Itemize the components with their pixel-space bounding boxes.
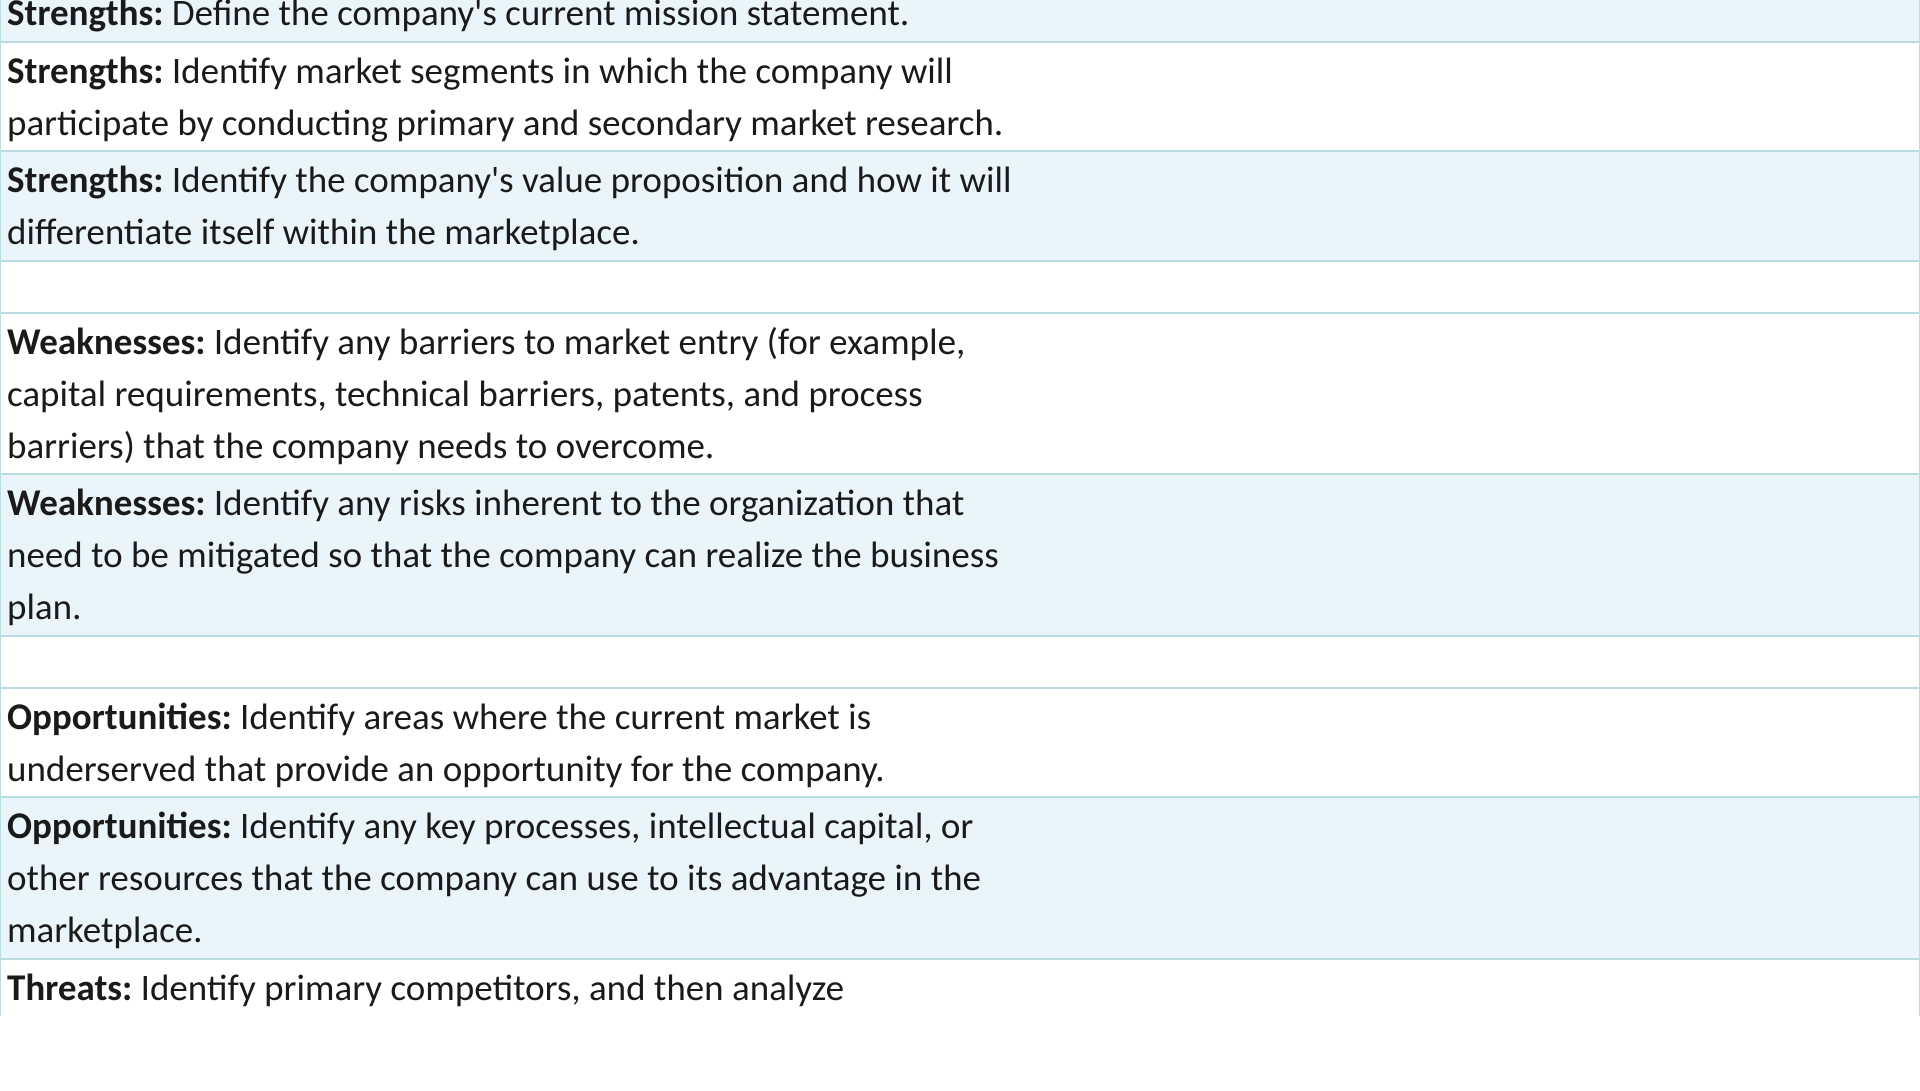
row-content: Strengths: Define the company's current … bbox=[7, 0, 1017, 39]
row-content: Strengths: Identify the company's value … bbox=[7, 154, 1017, 258]
swot-table: Strengths: Define the company's current … bbox=[0, 0, 1920, 1016]
table-row: Threats: Identify primary competitors, a… bbox=[0, 959, 1920, 1016]
table-row: Strengths: Identify market segments in w… bbox=[0, 42, 1920, 152]
row-category: Strengths: bbox=[7, 48, 163, 93]
row-text: Define the company's current mission sta… bbox=[172, 0, 909, 35]
row-category: Weaknesses: bbox=[7, 480, 205, 525]
section-spacer bbox=[0, 261, 1920, 313]
row-category: Weaknesses: bbox=[7, 319, 205, 364]
table-row: Strengths: Define the company's current … bbox=[0, 0, 1920, 42]
section-spacer bbox=[0, 636, 1920, 688]
row-category: Strengths: bbox=[7, 157, 163, 202]
row-category: Strengths: bbox=[7, 0, 163, 35]
row-content: Weaknesses: Identify any risks inherent … bbox=[7, 477, 1017, 632]
row-category: Opportunities: bbox=[7, 694, 232, 739]
table-row: Strengths: Identify the company's value … bbox=[0, 151, 1920, 261]
row-content: Strengths: Identify market segments in w… bbox=[7, 45, 1017, 149]
row-category: Opportunities: bbox=[7, 803, 232, 848]
row-category: Threats: bbox=[7, 965, 132, 1010]
table-row: Weaknesses: Identify any barriers to mar… bbox=[0, 313, 1920, 474]
table-row: Weaknesses: Identify any risks inherent … bbox=[0, 474, 1920, 635]
table-row: Opportunities: Identify areas where the … bbox=[0, 688, 1920, 798]
table-row: Opportunities: Identify any key processe… bbox=[0, 797, 1920, 958]
row-content: Opportunities: Identify areas where the … bbox=[7, 691, 1017, 795]
row-content: Weaknesses: Identify any barriers to mar… bbox=[7, 316, 1017, 471]
row-content: Opportunities: Identify any key processe… bbox=[7, 800, 1017, 955]
row-content: Threats: Identify primary competitors, a… bbox=[7, 962, 1017, 1014]
row-text: Identify primary competitors, and then a… bbox=[141, 965, 844, 1010]
